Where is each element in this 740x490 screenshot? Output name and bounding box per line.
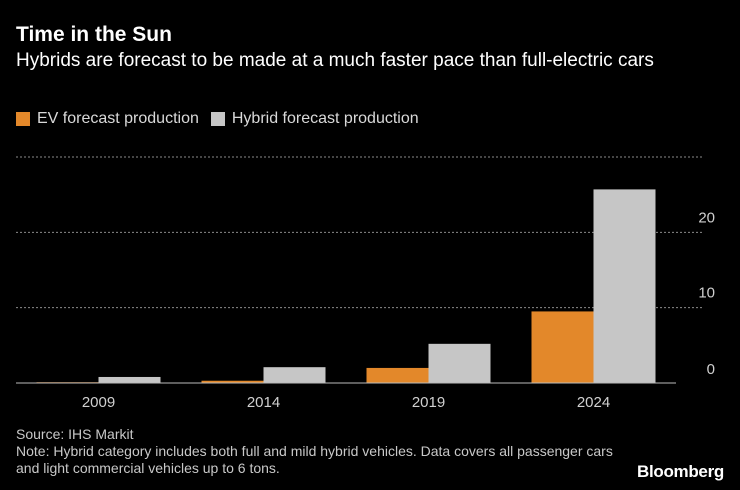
x-tick-label-2009: 2009 xyxy=(82,394,115,411)
bar-chart: 0 10 20 30M 2009 2014 2019 2024 xyxy=(16,150,715,411)
legend-swatch-ev xyxy=(16,112,30,126)
legend-item-ev: EV forecast production xyxy=(16,110,199,128)
footer: Source: IHS Markit Note: Hybrid category… xyxy=(16,426,616,477)
bar-ev-2024 xyxy=(531,311,594,383)
x-tick-label-2014: 2014 xyxy=(247,394,280,411)
y-tick-label-20: 20 xyxy=(698,209,715,226)
y-tick-label-10: 10 xyxy=(698,285,715,302)
x-tick-label-2024: 2024 xyxy=(577,394,610,411)
bar-ev-2014 xyxy=(201,380,264,383)
bar-hybrid-2024 xyxy=(593,189,656,383)
chart-subtitle: Hybrids are forecast to be made at a muc… xyxy=(16,50,654,71)
legend-swatch-hybrid xyxy=(210,112,225,126)
source-note: Source: IHS Markit xyxy=(16,426,134,442)
legend-label-ev: EV forecast production xyxy=(37,110,199,127)
legend: EV forecast production Hybrid forecast p… xyxy=(16,110,431,128)
bloomberg-logo: Bloomberg xyxy=(636,462,724,481)
x-tick-label-2019: 2019 xyxy=(412,394,445,411)
y-tick-label-30: 30M xyxy=(686,150,715,151)
bar-hybrid-2014 xyxy=(263,367,326,383)
bar-hybrid-2009 xyxy=(98,376,161,383)
bar-hybrid-2019 xyxy=(428,343,491,383)
methodology-note: Note: Hybrid category includes both full… xyxy=(16,443,613,476)
legend-label-hybrid: Hybrid forecast production xyxy=(231,110,419,127)
y-tick-label-0: 0 xyxy=(707,361,715,378)
chart-title: Time in the Sun xyxy=(16,23,172,46)
legend-item-hybrid: Hybrid forecast production xyxy=(210,110,419,128)
bar-ev-2019 xyxy=(366,367,429,383)
